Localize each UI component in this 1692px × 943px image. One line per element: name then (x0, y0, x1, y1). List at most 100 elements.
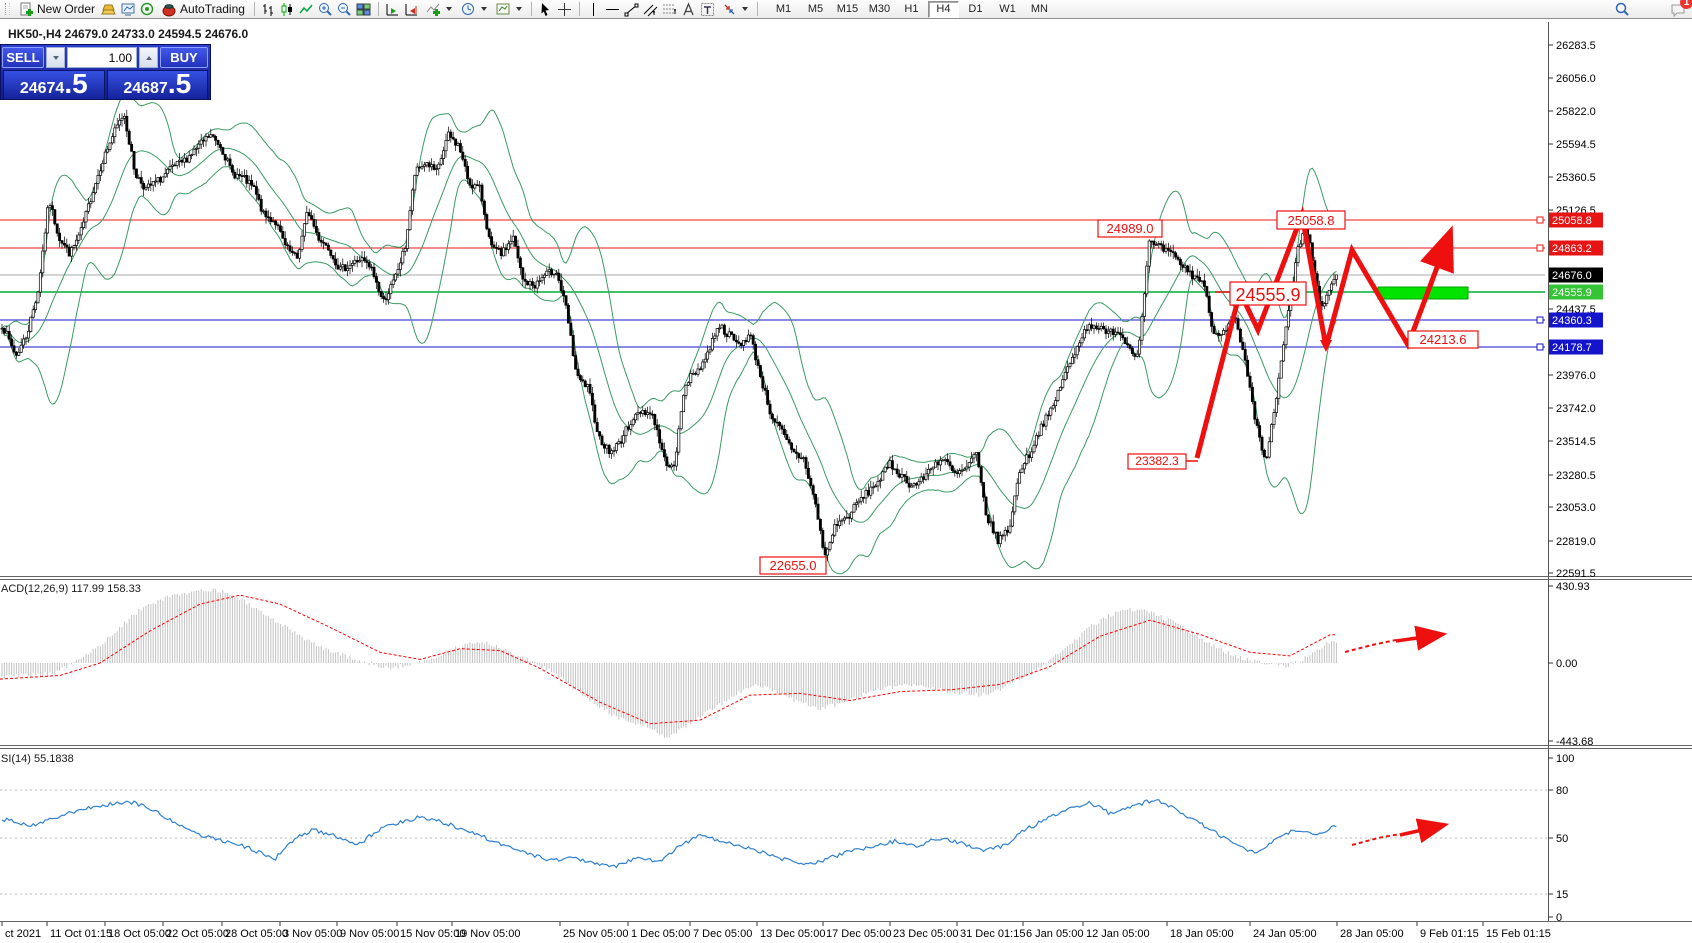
svg-text:23280.5: 23280.5 (1556, 470, 1596, 482)
chart-shift-icon[interactable] (404, 1, 420, 17)
toolbar-right-group: 1 (1614, 0, 1692, 17)
svg-text:25822.0: 25822.0 (1556, 106, 1596, 118)
text-label-tool-icon[interactable] (700, 1, 716, 17)
svg-text:25360.5: 25360.5 (1556, 172, 1596, 184)
svg-text:22655.0: 22655.0 (770, 558, 817, 573)
arrows-tool-button[interactable] (719, 1, 751, 18)
toolbar-separator (530, 2, 532, 16)
svg-text:18 Oct 05:00: 18 Oct 05:00 (108, 928, 171, 940)
cursor-icon[interactable] (538, 1, 554, 17)
community-icon[interactable]: 1 (1670, 0, 1692, 17)
rsi-annotation-arrow[interactable] (1399, 818, 1450, 844)
timeframe-button-M30[interactable]: M30 (868, 2, 891, 15)
timeframe-button-M1[interactable]: M1 (775, 2, 792, 15)
timeframe-button-M15[interactable]: M15 (836, 2, 859, 15)
price-axis-badge: 24863.2 (1549, 240, 1603, 256)
buy-button[interactable]: BUY (160, 47, 208, 68)
svg-text:24676.0: 24676.0 (1552, 270, 1592, 282)
volume-down-button[interactable] (46, 47, 65, 68)
line-chart-mode-icon[interactable] (299, 1, 315, 17)
svg-text:ct 2021: ct 2021 (5, 928, 41, 940)
svg-text:28 Jan 05:00: 28 Jan 05:00 (1340, 928, 1404, 940)
volume-up-button[interactable] (139, 47, 158, 68)
publish-chart-icon[interactable] (120, 1, 136, 17)
svg-text:24989.0: 24989.0 (1107, 221, 1154, 236)
svg-text:23 Dec 05:00: 23 Dec 05:00 (893, 928, 958, 940)
projection-arrow[interactable] (1405, 225, 1454, 346)
svg-text:23382.3: 23382.3 (1135, 454, 1179, 468)
price-annotation[interactable]: 23382.3 (1127, 453, 1187, 470)
text-tool-icon[interactable] (681, 1, 697, 17)
svg-text:19 Nov 05:00: 19 Nov 05:00 (455, 928, 520, 940)
horizontal-line-tool-icon[interactable] (605, 1, 621, 17)
toolbar-separator (253, 2, 255, 16)
new-order-label: New Order (37, 2, 96, 16)
toolbar-grip[interactable] (5, 3, 10, 15)
fibonacci-tool-icon[interactable] (662, 1, 678, 17)
candlestick-mode-icon[interactable] (280, 1, 296, 17)
svg-text:9 Nov 05:00: 9 Nov 05:00 (340, 928, 399, 940)
template-icon (496, 1, 512, 17)
svg-text:15 Nov 05:00: 15 Nov 05:00 (400, 928, 465, 940)
macd-annotation-arrow[interactable] (1395, 625, 1448, 651)
timeframe-button-H4[interactable]: H4 (927, 0, 959, 18)
volume-input[interactable] (67, 47, 137, 68)
svg-text:15: 15 (1556, 889, 1568, 901)
auto-scroll-icon[interactable] (385, 1, 401, 17)
trend-zigzag-arrow[interactable] (1194, 205, 1411, 459)
templates-button[interactable] (493, 1, 525, 18)
rsi-indicator-label: SI(14) 55.1838 (1, 753, 74, 765)
price-axis[interactable]: 26283.526056.025822.025594.525360.525126… (1548, 40, 1603, 924)
signals-icon[interactable] (139, 1, 155, 17)
new-order-button[interactable]: New Order (15, 1, 98, 18)
timeframe-button-W1[interactable]: W1 (999, 2, 1016, 15)
triangle-down-icon (52, 55, 59, 60)
price-axis-badge: 24555.9 (1549, 284, 1603, 300)
svg-text:11 Oct 01:15: 11 Oct 01:15 (50, 928, 112, 940)
chart-annotations[interactable]: 24989.0 25058.8 24555.9 24213.6 23382.3 22655… (759, 205, 1479, 846)
notification-badge[interactable]: 1 (1680, 0, 1692, 9)
price-annotation[interactable]: 25058.8 (1276, 210, 1346, 230)
zoom-out-icon[interactable] (337, 1, 353, 17)
svg-text:1 Dec 05:00: 1 Dec 05:00 (631, 928, 690, 940)
search-icon[interactable] (1614, 1, 1630, 17)
timeframe-button-MN[interactable]: MN (1030, 2, 1048, 15)
rsi-annotation-dashed[interactable] (1351, 833, 1401, 846)
periods-button[interactable] (458, 1, 490, 18)
svg-text:22591.5: 22591.5 (1556, 568, 1596, 580)
svg-text:9 Feb 01:15: 9 Feb 01:15 (1420, 928, 1479, 940)
candlestick-series (0, 109, 1338, 562)
price-annotation[interactable]: 24213.6 (1407, 330, 1479, 349)
price-annotation[interactable]: 24555.9 (1229, 281, 1307, 306)
trendline-tool-icon[interactable] (624, 1, 640, 17)
macd-annotation-dashed[interactable] (1344, 639, 1397, 653)
price-annotation[interactable]: 24989.0 (1097, 219, 1163, 238)
svg-text:22 Oct 05:00: 22 Oct 05:00 (166, 928, 229, 940)
timeframe-button-M5[interactable]: M5 (807, 2, 824, 15)
price-annotation[interactable]: 22655.0 (759, 556, 827, 575)
indicators-icon (426, 1, 442, 17)
vertical-line-tool-icon[interactable] (586, 1, 602, 17)
sell-price[interactable]: 24674.5 (3, 70, 105, 100)
timeframe-button-H1[interactable]: H1 (904, 2, 919, 15)
green-highlight-zone[interactable] (1377, 286, 1469, 300)
svg-text:25594.5: 25594.5 (1556, 139, 1596, 151)
svg-text:26283.5: 26283.5 (1556, 40, 1596, 52)
indicators-button[interactable] (423, 1, 455, 18)
bar-chart-mode-icon[interactable] (261, 1, 277, 17)
equidistant-channel-tool-icon[interactable] (643, 1, 659, 17)
crosshair-icon[interactable] (557, 1, 573, 17)
zoom-in-icon[interactable] (318, 1, 334, 17)
rsi-level-lines (0, 789, 1548, 895)
svg-text:13 Dec 05:00: 13 Dec 05:00 (760, 928, 825, 940)
autotrading-button[interactable]: AutoTrading (158, 1, 248, 18)
toolbar-separator (377, 2, 379, 16)
timeframe-button-D1[interactable]: D1 (968, 2, 983, 15)
gold-ingot-icon[interactable] (101, 1, 117, 17)
tile-windows-icon[interactable] (356, 1, 372, 17)
sell-button[interactable]: SELL (2, 47, 44, 68)
buy-price[interactable]: 24687.5 (106, 70, 208, 100)
svg-text:24863.2: 24863.2 (1552, 243, 1592, 255)
